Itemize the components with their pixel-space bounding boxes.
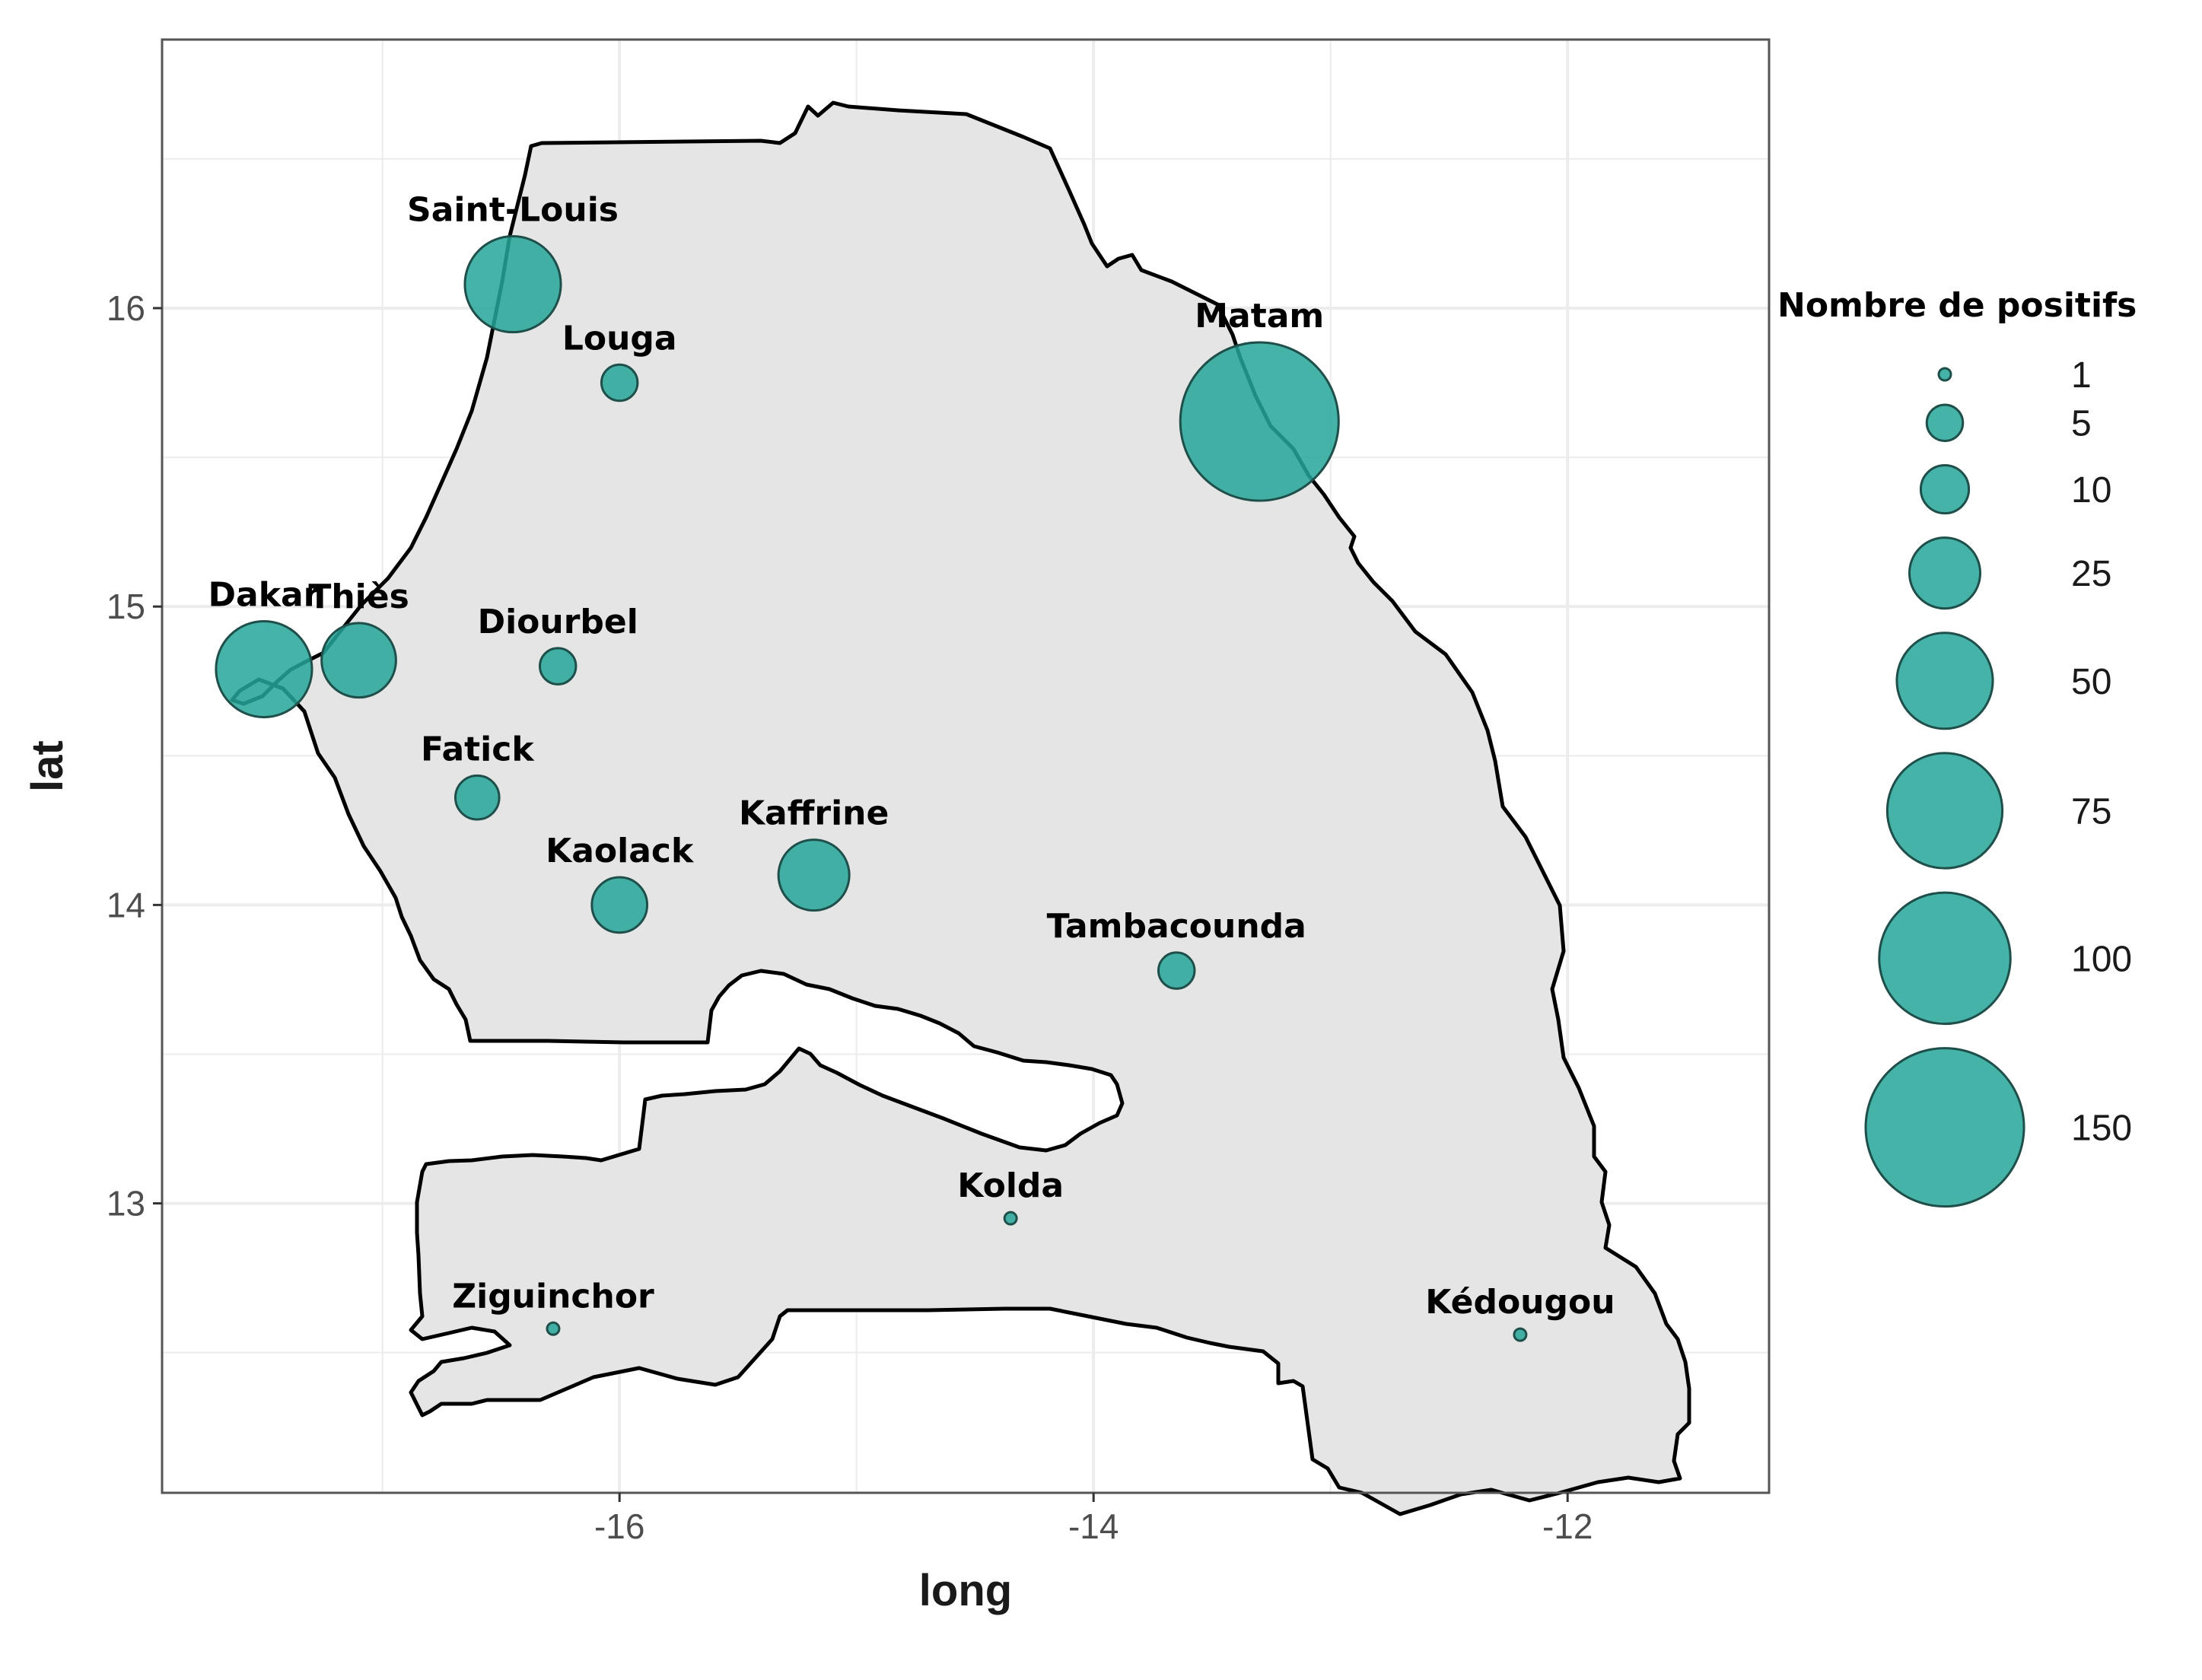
region-label: Louga [562,319,677,358]
legend-key-label: 150 [2071,1109,2132,1149]
legend-key-circle [1885,752,2004,870]
region-label: Kaffrine [739,794,889,833]
bubble-point [1157,951,1196,990]
x-tick-label: -12 [1542,1507,1593,1546]
bubble-point [1003,1211,1018,1226]
legend-key-circle [1919,463,1971,515]
region-label: Kédougou [1425,1283,1615,1322]
bubble-point [777,838,851,912]
bubble-point [453,774,501,821]
legend-key-circle [1878,891,2012,1026]
region-label: Saint-Louis [407,191,619,230]
legend-key-circle [1895,632,1994,730]
legend-key-label: 100 [2071,939,2132,979]
legend-key-label: 50 [2071,662,2111,702]
panel-border [161,38,1771,1494]
legend-key-label: 25 [2071,554,2111,594]
region-label: Diourbel [478,603,638,641]
y-axis-title: lat [23,740,72,792]
region-label: Fatick [421,730,535,768]
bubble-layer [215,235,1528,1342]
legend-key-circle [1864,1047,2025,1208]
legend-key-label: 75 [2071,791,2111,832]
region-label: Tambacounda [1047,907,1306,946]
bubble-point [600,363,639,402]
bubble-point [320,622,397,699]
region-label: Kaolack [546,832,695,870]
region-label: Dakar [208,575,320,614]
x-tick-label: -14 [1068,1507,1119,1546]
bubble-point [215,619,313,719]
senegal-outline [230,100,1691,1516]
bubble-point [463,235,562,334]
y-axis: 13 14 15 16 [107,288,162,1223]
y-tick-label: 14 [107,885,145,924]
legend-key-circle [1937,367,1952,382]
legend-key-label: 10 [2071,470,2111,511]
bubble-point [538,647,578,686]
y-tick-label: 15 [107,587,145,626]
y-tick-label: 16 [107,288,145,328]
region-label: Thiès [308,578,409,616]
legend-key-circle [1925,403,1965,442]
size-legend: Nombre de positifs 1 5 10 25 50 75 100 150 [1777,286,2137,1208]
legend-key-circle [1908,536,1982,610]
legend-key-label: 5 [2071,404,2092,444]
bubble-point [546,1321,561,1336]
y-tick-label: 13 [107,1184,145,1223]
x-tick-label: -16 [594,1507,644,1546]
bubble-point [590,876,649,934]
region-label: Matam [1195,297,1324,336]
region-label: Ziguinchor [452,1277,654,1316]
legend-key-label: 1 [2071,355,2092,396]
x-axis-title: long [919,1566,1012,1615]
bubble-point [1179,341,1340,502]
bubble-point [1513,1327,1528,1342]
region-label: Kolda [957,1166,1064,1205]
x-axis: -16 -14 -12 [594,1493,1593,1546]
legend-title: Nombre de positifs [1777,286,2137,325]
